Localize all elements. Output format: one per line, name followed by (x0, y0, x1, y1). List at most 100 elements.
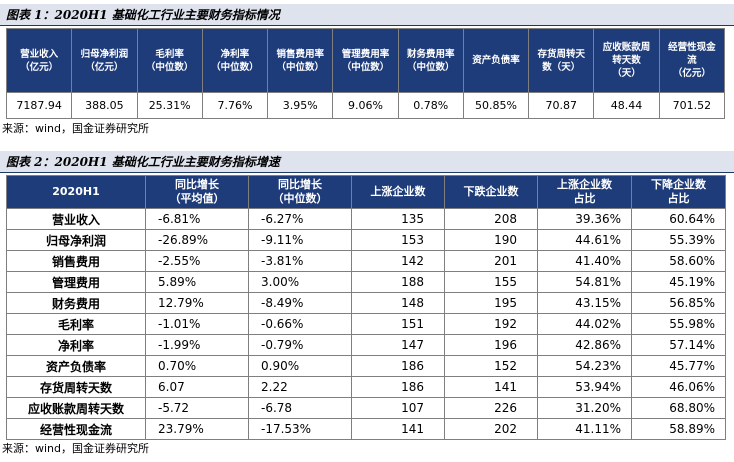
header-line: （亿元） (85, 61, 124, 73)
table-cell: 7.76% (201, 92, 269, 119)
table-cell: 42.86% (537, 334, 632, 356)
table-cell: -1.99% (145, 334, 249, 356)
table-cell: 141 (444, 376, 538, 398)
table-cell: 44.02% (537, 313, 632, 335)
table-cell: 55.39% (631, 229, 726, 251)
table-row: 财务费用 12.79% -8.49% 148 195 43.15% 56.85% (6, 292, 726, 314)
table-cell: 68.80% (631, 397, 726, 419)
growth-indicators-table: 2020H1 同比增长 （平均值） 同比增长 （中位数） 上涨企业数 下跌企业数 上涨企业数占… (6, 175, 726, 440)
header-line: 应收账款周 (602, 42, 651, 53)
row-label: 财务费用 (6, 292, 146, 314)
table-cell: 147 (351, 334, 445, 356)
table-cell: 55.98% (631, 313, 726, 335)
row-label: 应收账款周转天数 (6, 397, 146, 419)
financial-indicators-table: 营业收入 （亿元） 归母净利润 （亿元） 毛利率 （中位数） 净利率 （中位数） 销售费用率 （中… (5, 28, 726, 119)
table-row: 存货周转天数 6.07 2.22 186 141 53.94% 46.06% (6, 376, 726, 398)
header-line: 数（天） (542, 61, 581, 73)
table-cell: 186 (351, 376, 445, 398)
row-label: 归母净利润 (6, 229, 146, 251)
table-header-row: 2020H1 同比增长 （平均值） 同比增长 （中位数） 上涨企业数 下跌企业数 上涨企业数占… (6, 175, 726, 209)
table-cell: 151 (351, 313, 445, 335)
header-line: 经营性现金 (668, 42, 716, 53)
column-header-9: 应收账款周 转天数 （天） (593, 28, 660, 93)
table-cell: 388.05 (71, 92, 138, 119)
column-header-5: 管理费用率 （中位数） (332, 28, 399, 93)
table-cell: 41.40% (537, 250, 632, 272)
row-label: 营业收入 (6, 208, 146, 230)
header-line: 下降企业数 (651, 178, 706, 191)
row-label: 经营性现金流 (6, 418, 146, 440)
table-cell: 39.36% (537, 208, 632, 230)
table-cell: 0.78% (397, 92, 464, 119)
table-row: 营业收入 -6.81% -6.27% 135 208 39.36% 60.64% (6, 208, 726, 230)
table-cell: 701.52 (658, 92, 726, 119)
table-cell: 155 (444, 271, 538, 293)
header-line: 销售费用率 (276, 48, 324, 60)
column-header-1: 同比增长 （平均值） (145, 175, 249, 209)
header-line: （中位数） (276, 61, 324, 73)
table-cell: -17.53% (248, 418, 352, 440)
table-cell: 70.87 (528, 92, 595, 119)
table-row: 归母净利润 -26.89% -9.11% 153 190 44.61% 55.39% (6, 229, 726, 251)
table-cell: -2.55% (145, 250, 249, 272)
table-cell: 25.31% (136, 92, 203, 119)
table-cell: 148 (351, 292, 445, 314)
header-line: 占比 (573, 192, 596, 205)
table-cell: 53.94% (537, 376, 632, 398)
header-line: 占比 (667, 192, 690, 205)
table-cell: 0.70% (145, 355, 249, 377)
column-header-4: 下跌企业数 (444, 175, 538, 209)
header-line: （中位数） (211, 61, 259, 73)
table-cell: 107 (351, 397, 445, 419)
row-label: 资产负债率 (6, 355, 146, 377)
header-line: 毛利率 (155, 48, 184, 60)
column-header-0: 2020H1 (6, 175, 146, 209)
figure-2-source: 来源：wind，国金证券研究所 (2, 442, 150, 455)
table-cell: 142 (351, 250, 445, 272)
table-cell: 186 (351, 355, 445, 377)
header-line: （亿元） (672, 68, 711, 79)
column-header-4: 销售费用率 （中位数） (267, 28, 334, 93)
column-header-3: 净利率 （中位数） (201, 28, 269, 93)
table-row: 资产负债率 0.70% 0.90% 186 152 54.23% 45.77% (6, 355, 726, 377)
table-cell: 201 (444, 250, 538, 272)
table-cell: 6.07 (145, 376, 249, 398)
header-line: （中位数） (406, 61, 455, 73)
header-line: （平均值） (169, 192, 225, 205)
table-cell: 3.95% (267, 92, 334, 119)
table-cell: 9.06% (332, 92, 399, 119)
table-cell: 50.85% (462, 92, 530, 119)
table-cell: 23.79% (145, 418, 249, 440)
table-cell: 208 (444, 208, 538, 230)
table-cell: 45.77% (631, 355, 726, 377)
table-row: 毛利率 -1.01% -0.66% 151 192 44.02% 55.98% (6, 313, 726, 335)
column-header-5: 上涨企业数 占比 (537, 175, 632, 209)
figure-2-title: 图表 2：2020H1 基础化工行业主要财务指标增速 (0, 151, 734, 173)
header-line: 资产负债率 (472, 55, 520, 66)
column-header-1: 归母净利润 （亿元） (71, 28, 138, 93)
column-header-10: 经营性现金流 （亿元） (658, 28, 726, 93)
header-line: （中位数） (341, 61, 390, 73)
header-line: （中位数） (145, 61, 194, 73)
table-cell: 196 (444, 334, 538, 356)
table-row: 销售费用 -2.55% -3.81% 142 201 41.40% 58.60% (6, 250, 726, 272)
header-line: （中位数） (272, 192, 328, 205)
table-cell: 202 (444, 418, 538, 440)
table-cell: 152 (444, 355, 538, 377)
table-cell: 56.85% (631, 292, 726, 314)
table-cell: 188 (351, 271, 445, 293)
header-line: 同比增长 (278, 178, 322, 191)
table-cell: 5.89% (145, 271, 249, 293)
table-cell: 48.44 (593, 92, 660, 119)
table-cell: -0.79% (248, 334, 352, 356)
table-cell: 0.90% (248, 355, 352, 377)
header-line: （亿元） (20, 61, 59, 73)
table-cell: -6.27% (248, 208, 352, 230)
table-cell: -6.78 (248, 397, 352, 419)
header-line: 财务费用率 (406, 48, 455, 60)
header-line: 上涨企业数 (557, 178, 612, 191)
table-cell: 60.64% (631, 208, 726, 230)
table-cell: 141 (351, 418, 445, 440)
table-cell: 54.81% (537, 271, 632, 293)
table-cell: -5.72 (145, 397, 249, 419)
